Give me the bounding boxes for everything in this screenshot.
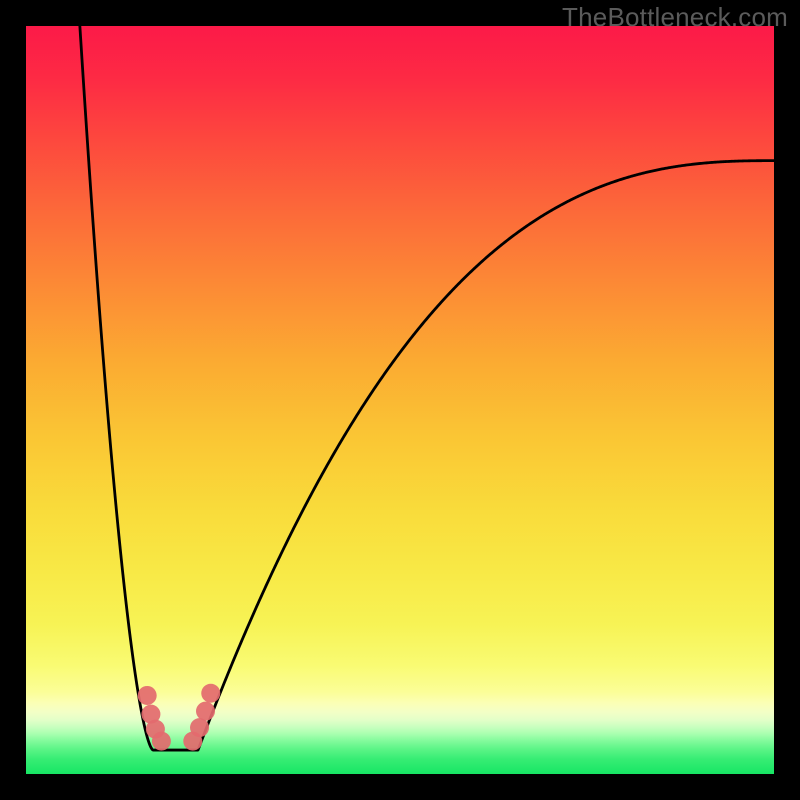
marker-dot [138,686,157,705]
watermark-text: TheBottleneck.com [562,2,788,33]
chart-svg [26,26,774,774]
bottleneck-curve [77,26,774,750]
marker-dot [196,702,215,721]
marker-dot [190,718,209,737]
plot-frame [0,0,800,800]
plot-area [26,26,774,774]
marker-dot [152,732,171,751]
marker-dot [201,684,220,703]
marker-cluster [138,684,221,751]
